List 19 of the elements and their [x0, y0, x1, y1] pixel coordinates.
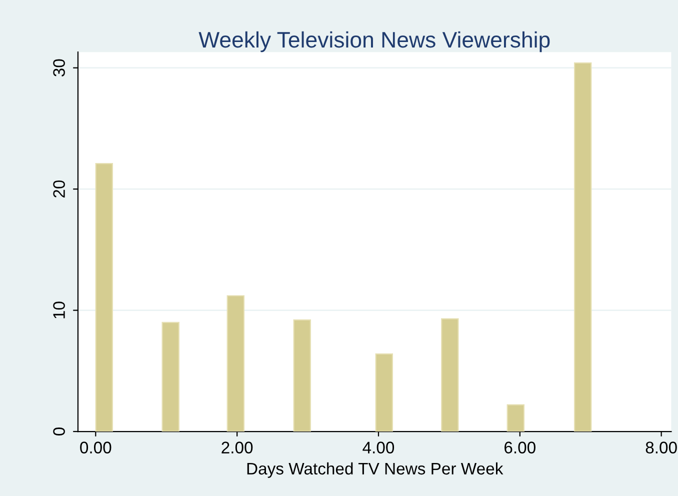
chart-title: Weekly Television News Viewership: [198, 31, 550, 52]
bar: [293, 319, 311, 432]
y-tick-label: 30: [53, 59, 65, 76]
y-tick-label: 20: [53, 180, 65, 198]
x-tick-label: 8.00: [646, 442, 677, 454]
x-tick-label: 4.00: [362, 442, 394, 454]
x-tick-label: 0.00: [80, 442, 112, 454]
x-axis-title: Days Watched TV News Per Week: [247, 462, 504, 478]
y-tick-label: 0: [53, 428, 65, 436]
y-tick-label: 10: [53, 302, 65, 318]
bar: [574, 62, 592, 432]
bar: [441, 318, 459, 432]
x-tick-label: 6.00: [504, 442, 536, 454]
bar: [506, 404, 525, 432]
bar: [95, 163, 113, 432]
bar: [226, 295, 245, 432]
bar: [162, 322, 180, 432]
x-tick-label: 2.00: [222, 442, 253, 454]
bar: [375, 353, 394, 432]
